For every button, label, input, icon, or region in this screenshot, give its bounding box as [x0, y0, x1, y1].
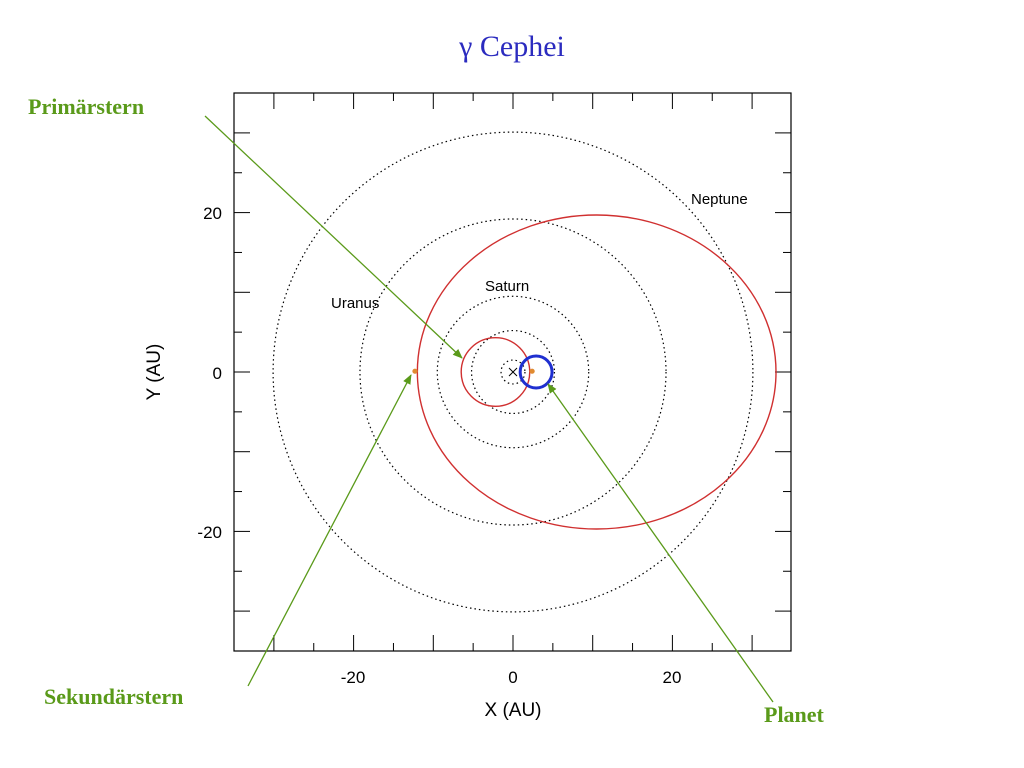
solar-orbit-1 — [470, 329, 556, 415]
orbit-label-saturn: Saturn — [485, 278, 529, 295]
callout-planet: Planet — [764, 702, 824, 727]
callout-secondary-star: Sekundärstern — [44, 684, 184, 709]
solar-orbit-2 — [436, 295, 590, 449]
point-secondary — [412, 368, 418, 374]
binary-orbit-0 — [416, 214, 777, 530]
solar-orbit-3 — [359, 218, 667, 526]
planet-orbit — [518, 354, 554, 390]
solar-orbit-4 — [272, 131, 754, 613]
arrow-primary-star — [204, 115, 463, 359]
binary-orbits — [416, 214, 777, 530]
callout-primary-star: Primärstern — [28, 94, 145, 119]
origin-cross-b — [508, 367, 518, 377]
orbit-label-neptune: Neptune — [691, 191, 748, 208]
orbit-label-uranus: Uranus — [331, 295, 379, 312]
x-tick-label-neg20: -20 — [341, 668, 366, 687]
y-tick-label-20: 20 — [203, 204, 222, 223]
origin-marker — [508, 367, 518, 377]
arrow-planet — [547, 383, 774, 703]
x-tick-label-20: 20 — [663, 668, 682, 687]
x-axis-title: X (AU) — [485, 700, 542, 721]
star-points — [412, 368, 535, 374]
point-planet — [529, 368, 535, 374]
solar-system-orbits — [272, 131, 754, 613]
solar-orbit-0 — [500, 359, 526, 385]
slide-title: γ Cephei — [459, 30, 565, 63]
y-axis-title: Y (AU) — [144, 344, 165, 401]
y-tick-label-0: 0 — [213, 364, 222, 383]
y-tick-label-neg20: -20 — [197, 523, 222, 542]
axis-ticks — [234, 93, 791, 651]
x-tick-label-0: 0 — [508, 668, 517, 687]
arrow-secondary-star — [247, 374, 412, 687]
tick-labels: -20 0 20 20 0 -20 — [197, 204, 681, 687]
planet-orbit-group — [518, 354, 554, 390]
